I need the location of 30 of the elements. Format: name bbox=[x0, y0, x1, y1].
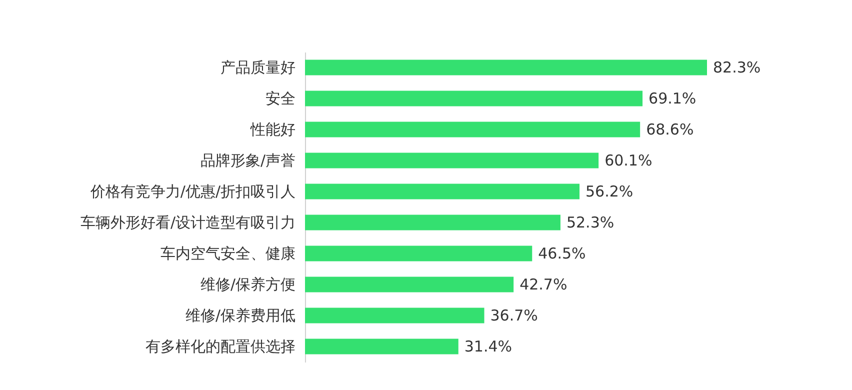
data-label: 82.3% bbox=[713, 58, 761, 76]
bar bbox=[305, 246, 532, 262]
data-label: 52.3% bbox=[566, 214, 614, 232]
data-label: 46.5% bbox=[538, 244, 586, 262]
y-tick-label: 车辆外形好看/设计造型有吸引力 bbox=[80, 214, 296, 232]
bar bbox=[305, 122, 640, 138]
bar bbox=[305, 184, 580, 200]
data-label: 56.2% bbox=[586, 182, 634, 200]
y-tick-label: 品牌形象/声誉 bbox=[200, 152, 296, 170]
data-label: 68.6% bbox=[646, 120, 694, 138]
data-label: 69.1% bbox=[648, 90, 696, 108]
y-tick-label: 性能好 bbox=[250, 120, 296, 138]
bar bbox=[305, 338, 458, 354]
bar bbox=[305, 60, 707, 76]
bar bbox=[305, 276, 514, 292]
bar bbox=[305, 152, 599, 168]
y-tick-label: 维修/保养方便 bbox=[200, 276, 296, 294]
y-tick-label: 价格有竞争力/优惠/折扣吸引人 bbox=[89, 182, 296, 200]
y-tick-label: 产品质量好 bbox=[220, 58, 296, 76]
y-tick-label: 安全 bbox=[266, 90, 296, 108]
bar bbox=[305, 308, 484, 324]
bar bbox=[305, 90, 643, 106]
data-label: 42.7% bbox=[520, 276, 568, 294]
data-label: 60.1% bbox=[604, 152, 652, 170]
bar bbox=[305, 214, 560, 230]
data-label: 31.4% bbox=[464, 338, 512, 356]
y-tick-label: 有多样化的配置供选择 bbox=[146, 338, 296, 356]
y-tick-label: 维修/保养费用低 bbox=[185, 306, 296, 324]
data-label: 36.7% bbox=[490, 306, 538, 324]
y-tick-label: 车内空气安全、健康 bbox=[160, 244, 296, 262]
